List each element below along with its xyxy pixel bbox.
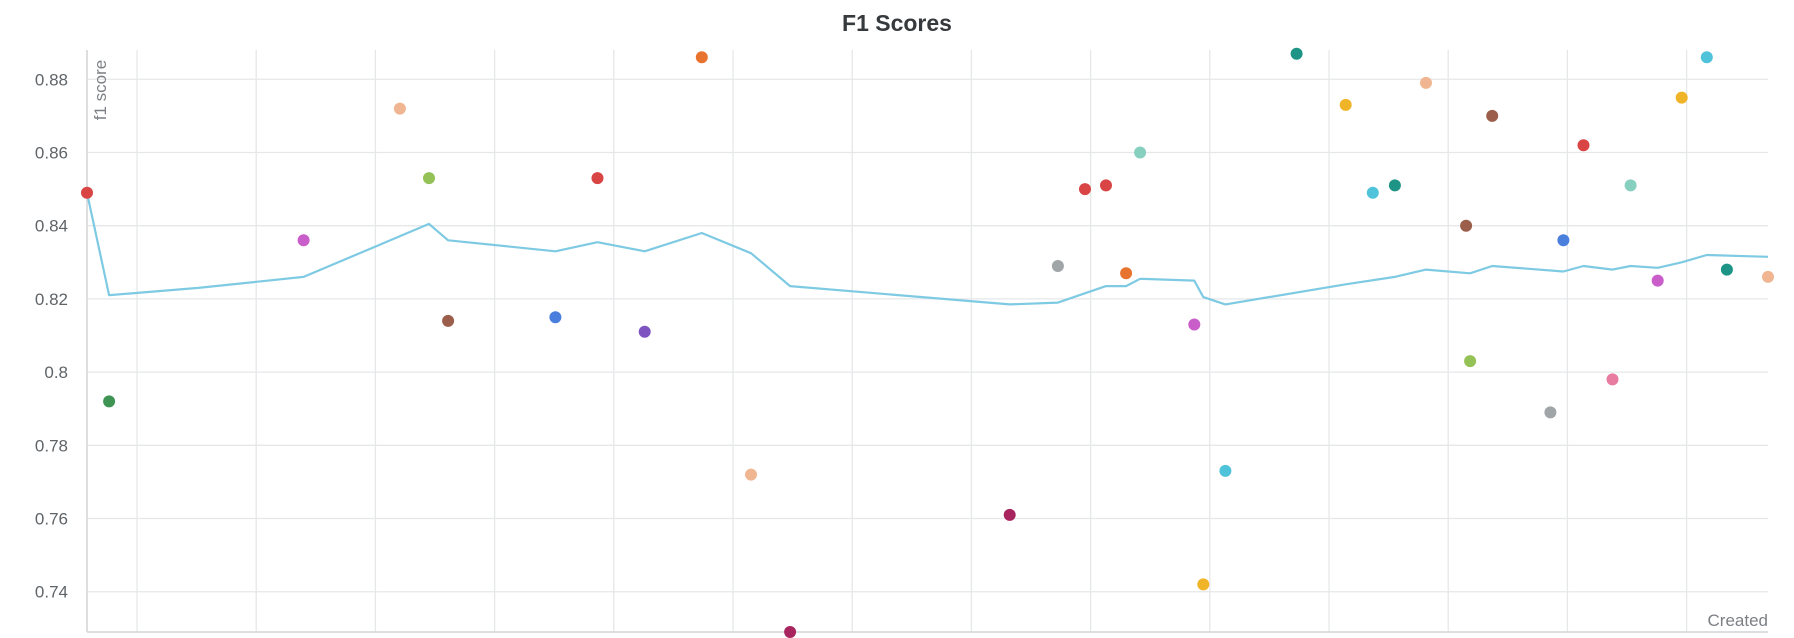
data-point [393,102,406,115]
data-point [1290,47,1303,60]
data-point [1420,76,1432,89]
data-point [442,314,455,327]
data-point [1188,318,1201,331]
data-point [1651,274,1664,287]
y-tick-label: 0.74 [35,583,68,602]
x-axis-label: Created [1708,611,1768,630]
data-point [81,186,93,199]
data-point [1079,183,1091,196]
data-point [1557,234,1570,247]
y-tick-label: 0.84 [35,217,68,236]
y-tick-label: 0.88 [35,70,68,89]
data-point [1366,186,1379,199]
data-point [1134,146,1147,159]
data-point [423,172,435,185]
y-axis-label: f1 score [91,60,110,120]
data-point [638,325,651,338]
y-tick-label: 0.86 [35,143,68,162]
data-point [1700,51,1713,64]
y-tick-label: 0.76 [35,510,68,529]
y-tick-label: 0.78 [35,436,68,455]
data-point [1197,578,1210,591]
grid [87,50,1768,632]
data-point [1577,139,1590,152]
data-point [1762,270,1774,283]
smoothed-f1-line [85,192,1769,306]
data-point [1624,179,1637,192]
data-point [1675,91,1688,104]
data-point [1120,267,1133,280]
y-tick-label: 0.82 [35,290,68,309]
data-point [1464,355,1477,368]
data-point [1219,464,1232,477]
data-point [695,51,708,64]
data-point [1003,508,1016,521]
data-point [1100,179,1112,192]
data-point [1486,109,1499,122]
data-point [1339,98,1352,111]
data-point [1606,373,1619,386]
data-point [103,395,116,408]
data-point [1388,179,1401,192]
data-point [1720,263,1733,276]
data-point [297,234,310,247]
data-point [549,311,562,324]
line-series [85,192,1769,306]
data-point [1544,406,1557,419]
y-tick-label: 0.8 [44,363,68,382]
data-point [1051,260,1064,272]
data-point [1460,219,1473,232]
data-point [591,172,604,185]
chart-title: F1 Scores [842,10,952,36]
data-point [745,468,757,481]
scatter-points [81,47,1774,638]
axes: 0.74 0.76 0.78 0.8 0.82 0.84 0.86 0.88 [35,50,1768,633]
data-point [784,626,797,638]
